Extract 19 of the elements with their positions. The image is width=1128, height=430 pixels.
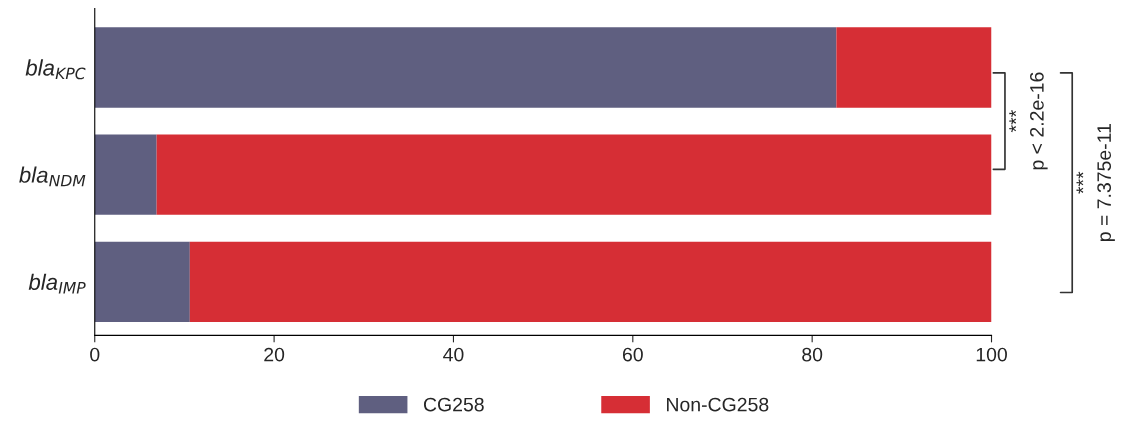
legend-label: Non-CG258 (667, 397, 769, 412)
legend-label: CG258 (423, 397, 484, 412)
bar (94, 241, 190, 323)
y-tick-label: bla$_{NDM}$ (19, 166, 86, 187)
bar (94, 134, 157, 215)
x-tick-label: 100 (976, 347, 1007, 362)
x-tick-label: 0 (90, 347, 100, 362)
x-tick-label: 60 (622, 347, 643, 362)
x-tick-label: 20 (264, 347, 285, 362)
text: *** p = 7.375e-11 (1076, 124, 1115, 242)
bar (156, 134, 992, 215)
x-tick-label: 80 (802, 347, 823, 362)
y-tick-label: bla$_{IMP}$ (28, 273, 86, 294)
x-tick-label: 40 (443, 347, 464, 362)
bar (94, 27, 837, 108)
y-tick-label: bla$_{KPC}$ (25, 59, 86, 80)
bar (836, 27, 992, 108)
bar (189, 241, 992, 323)
text: *** p < 2.2e-16 (1009, 72, 1048, 170)
